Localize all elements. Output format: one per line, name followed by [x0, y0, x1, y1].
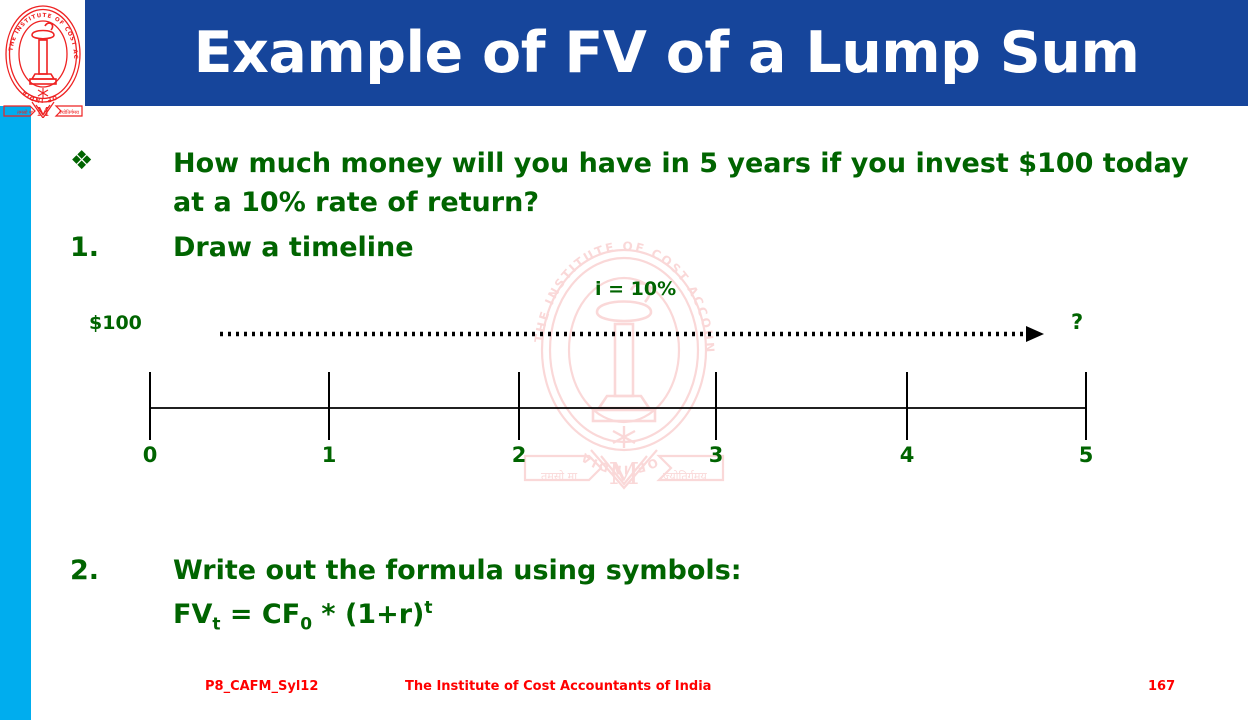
footer-course-code: P8_CAFM_Syl12: [205, 679, 319, 694]
bullet-marker-icon: ❖: [70, 146, 94, 176]
svg-text:तमसो मा: तमसो मा: [17, 109, 34, 116]
timeline-tick-label-4: 4: [899, 443, 915, 467]
svg-text:तमसो मा: तमसो मा: [541, 470, 577, 483]
question-text: How much money will you have in 5 years …: [173, 148, 1189, 218]
formula-exponent: t: [424, 598, 433, 618]
svg-text:ज्योतिर्गमय: ज्योतिर्गमय: [663, 470, 707, 483]
footer-page-number: 167: [1148, 679, 1176, 694]
formula-cf-subscript: 0: [300, 614, 313, 635]
formula-growth-term: * (1+r): [312, 599, 425, 630]
svg-text:M: M: [37, 105, 49, 118]
formula-equals: =: [220, 599, 262, 630]
formula-fv: FV: [173, 599, 213, 630]
left-accent-stripe: [0, 106, 31, 720]
svg-text:ज्योतिर्गमय: ज्योतिर्गमय: [59, 109, 79, 116]
page-title: Example of FV of a Lump Sum: [193, 20, 1140, 86]
timeline-tick-label-5: 5: [1078, 443, 1094, 467]
step-1-text: Draw a timeline: [173, 232, 414, 263]
formula-cf: CF: [261, 599, 301, 630]
growth-arrow-head: [1026, 326, 1044, 342]
timeline-present-value-label: $100: [89, 312, 142, 334]
institute-logo: THE INSTITUTE OF COST ACCOUNTANTS OF IND…: [0, 0, 84, 120]
formula-fv-subscript: t: [212, 614, 221, 635]
header-band: [85, 0, 1248, 106]
timeline-tick-label-2: 2: [511, 443, 527, 467]
timeline-tick-label-3: 3: [708, 443, 724, 467]
timeline-interest-rate-label: i = 10%: [595, 278, 677, 300]
footer-organisation: The Institute of Cost Accountants of Ind…: [405, 679, 712, 694]
timeline-tick-label-0: 0: [142, 443, 158, 467]
future-value-formula: FVt = CF0 * (1+r)t: [173, 598, 433, 634]
svg-text:M: M: [609, 457, 640, 490]
timeline-future-value-label: ?: [1071, 310, 1084, 334]
step-2-text: Write out the formula using symbols:: [173, 555, 742, 586]
step-1-number: 1.: [70, 232, 100, 263]
timeline-tick-label-1: 1: [321, 443, 337, 467]
step-2-number: 2.: [70, 555, 100, 586]
